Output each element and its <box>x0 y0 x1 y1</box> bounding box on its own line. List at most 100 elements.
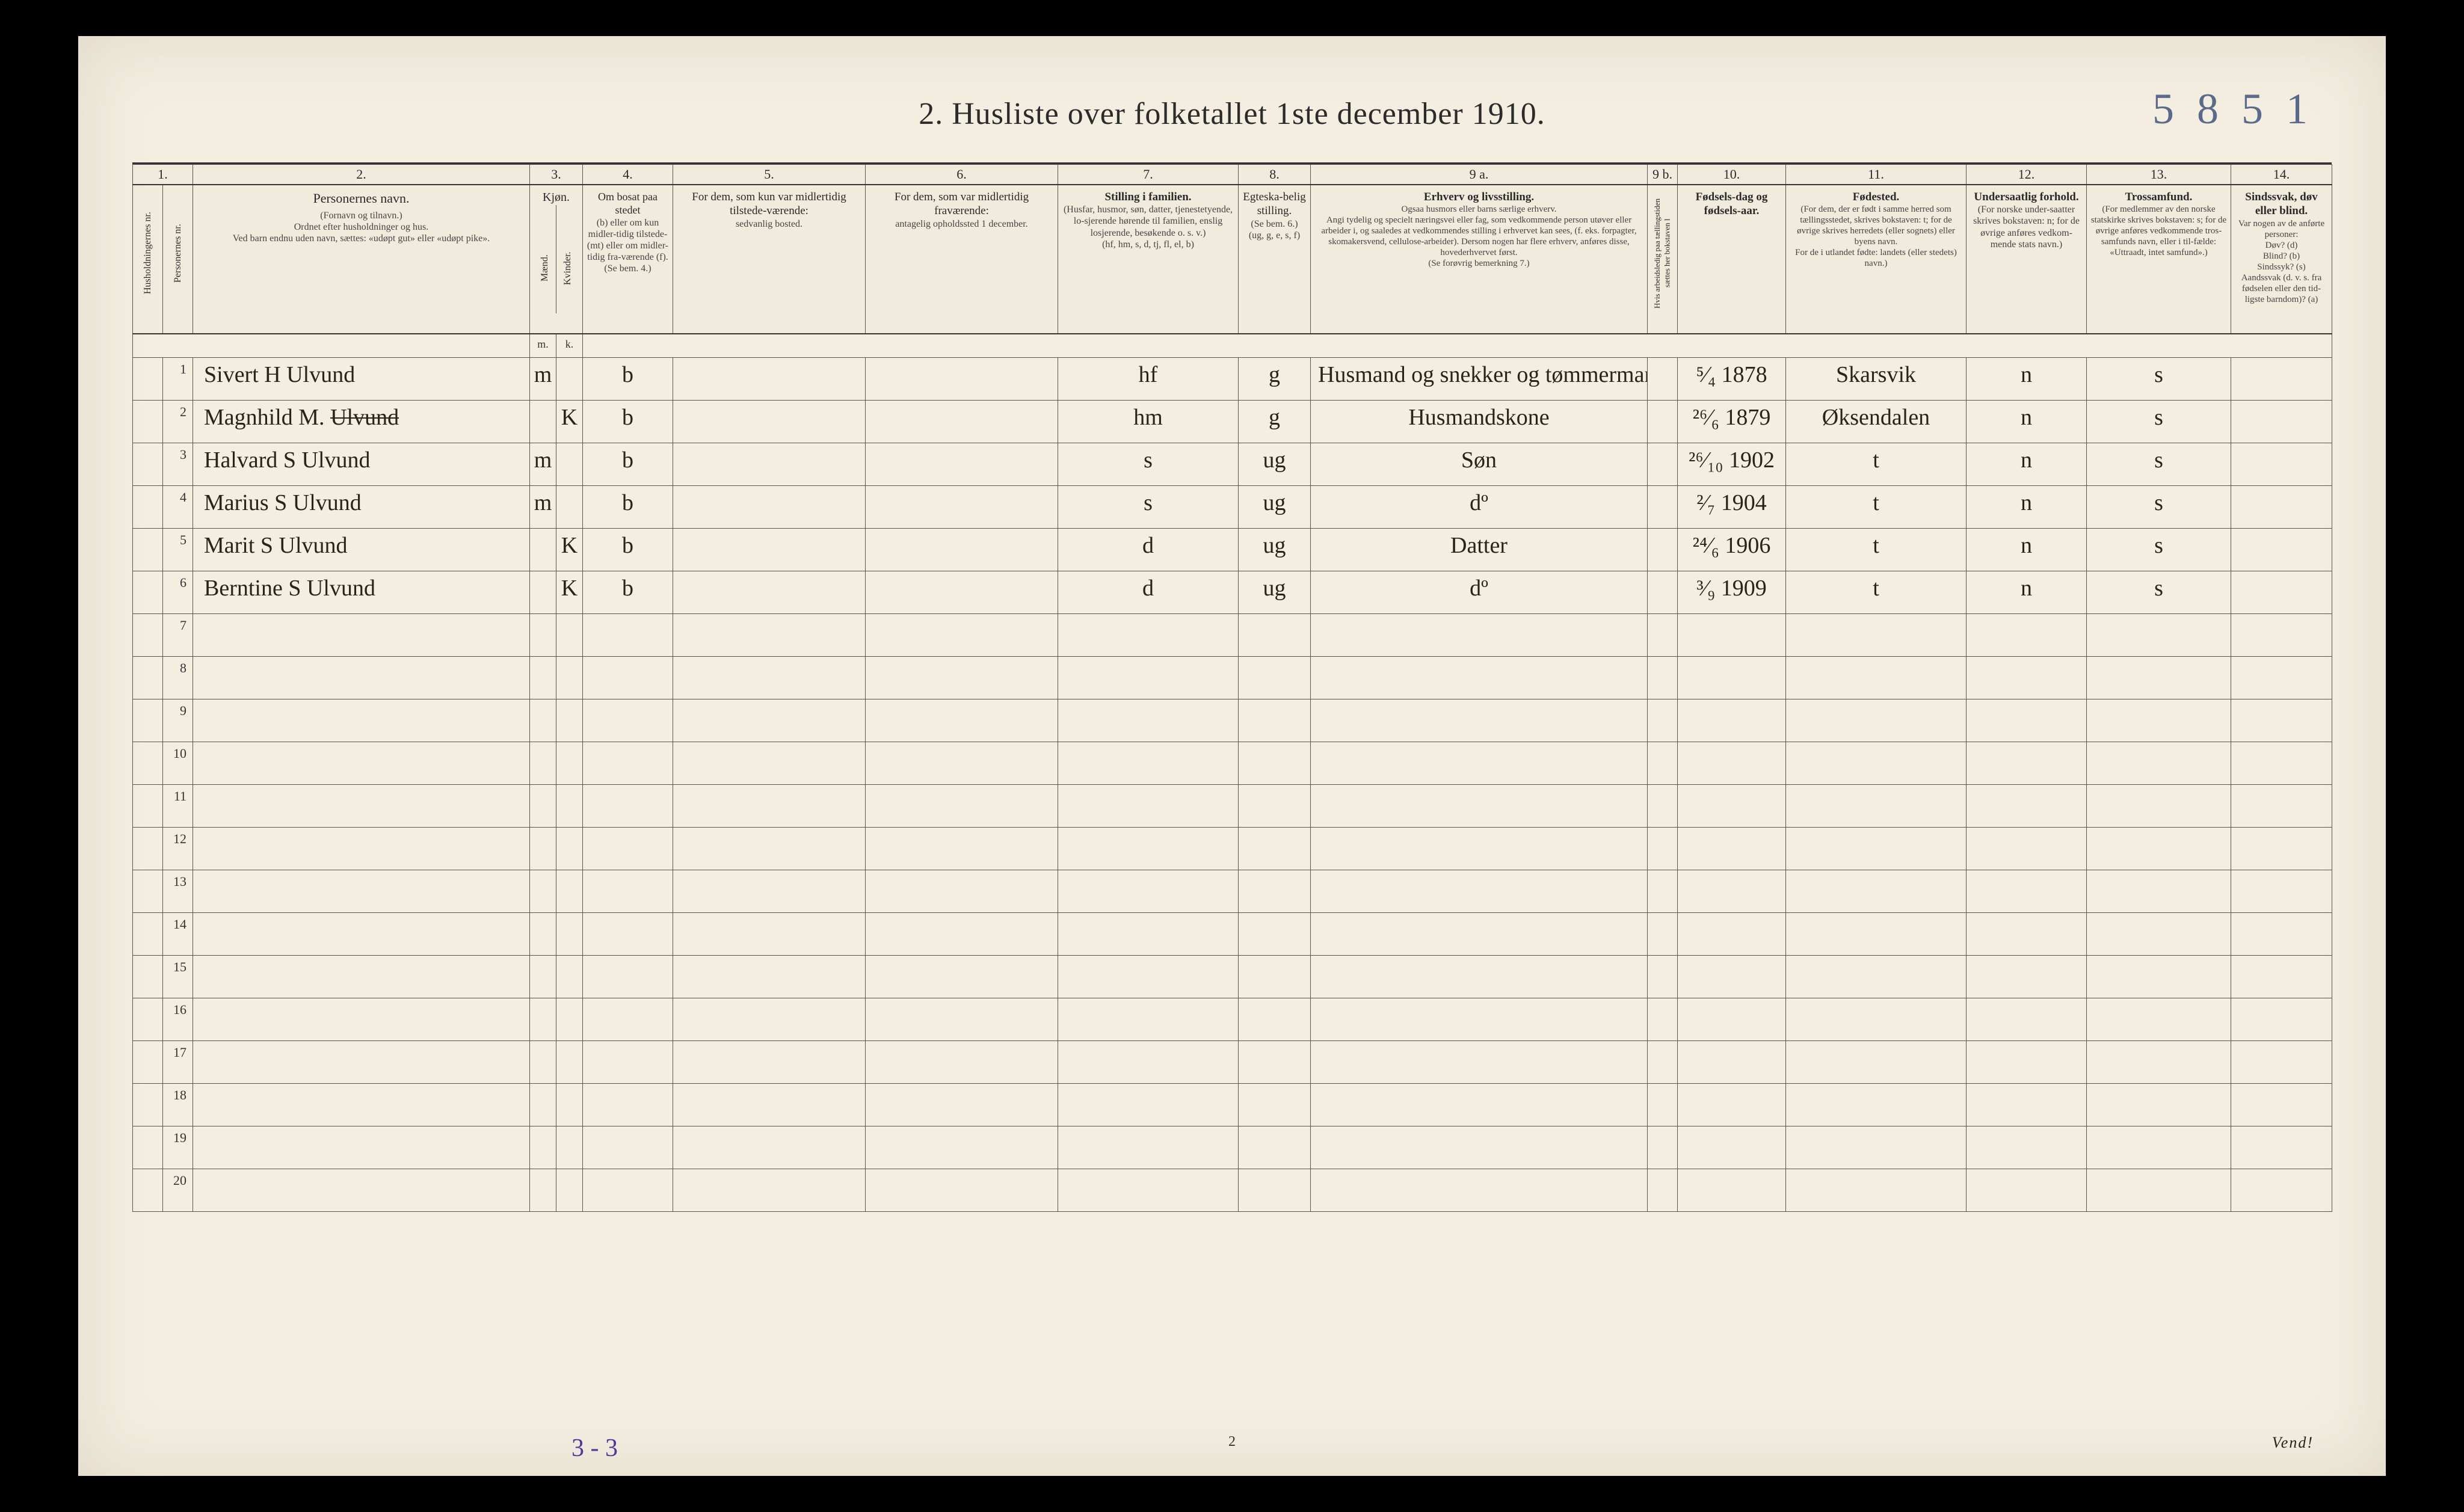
cell: Marit S Ulvund <box>193 528 530 571</box>
cell <box>1239 784 1311 827</box>
cell <box>583 742 673 784</box>
cell <box>1967 699 2087 742</box>
cell <box>1678 912 1786 955</box>
colnum-12: 12. <box>1967 165 2087 185</box>
cell <box>2231 1126 2332 1169</box>
cell <box>583 699 673 742</box>
cell: b <box>583 400 673 443</box>
cell <box>556 443 583 485</box>
cell: t <box>1786 528 1967 571</box>
table-row: 9 <box>133 699 2332 742</box>
cell <box>1058 784 1239 827</box>
cell <box>673 400 866 443</box>
cell: ⁵⁄₄ 1878 <box>1678 357 1786 400</box>
cell: n <box>1967 571 2087 613</box>
cell <box>530 1126 556 1169</box>
cell <box>1058 656 1239 699</box>
cell <box>556 1083 583 1126</box>
table-row: 18 <box>133 1083 2332 1126</box>
cell: 9 <box>163 699 193 742</box>
cell <box>530 1169 556 1211</box>
cell <box>866 742 1058 784</box>
cell <box>673 443 866 485</box>
cell <box>2087 1126 2231 1169</box>
cell: Halvard S Ulvund <box>193 443 530 485</box>
cell <box>866 656 1058 699</box>
cell <box>2087 955 2231 998</box>
cell: 20 <box>163 1169 193 1211</box>
cell: dº <box>1311 571 1648 613</box>
cell <box>530 912 556 955</box>
cell <box>133 613 163 656</box>
cell <box>133 1083 163 1126</box>
head-col6: For dem, som var midlertidig fraværende:… <box>866 185 1058 334</box>
cell: 8 <box>163 656 193 699</box>
cell <box>1786 784 1967 827</box>
column-header-row: Husholdningernes nr. Personernes nr. Per… <box>133 185 2332 334</box>
cell <box>1967 613 2087 656</box>
cell: 17 <box>163 1040 193 1083</box>
cell <box>1058 870 1239 912</box>
cell <box>530 571 556 613</box>
cell <box>1967 955 2087 998</box>
cell: 3 <box>163 443 193 485</box>
cell <box>1058 613 1239 656</box>
cell <box>2087 656 2231 699</box>
cell <box>1967 1169 2087 1211</box>
head-nationality: Undersaatlig forhold. (For norske under-… <box>1967 185 2087 334</box>
cell <box>1311 656 1648 699</box>
cell: m <box>530 357 556 400</box>
cell <box>133 870 163 912</box>
cell <box>133 656 163 699</box>
head-religion: Trossamfund. (For medlemmer av den norsk… <box>2087 185 2231 334</box>
table-row: 5Marit S UlvundKbdugDatter²⁴⁄₆ 1906tns <box>133 528 2332 571</box>
cell: ²⁶⁄₆ 1879 <box>1678 400 1786 443</box>
cell <box>133 1169 163 1211</box>
cell: dº <box>1311 485 1648 528</box>
cell: ug <box>1239 528 1311 571</box>
cell: Søn <box>1311 443 1648 485</box>
cell <box>2231 699 2332 742</box>
cell <box>673 827 866 870</box>
cell <box>673 742 866 784</box>
cell <box>133 955 163 998</box>
colnum-10: 10. <box>1678 165 1786 185</box>
cell <box>866 912 1058 955</box>
cell <box>2231 528 2332 571</box>
cell: s <box>1058 485 1239 528</box>
cell <box>1678 998 1786 1040</box>
cell <box>583 912 673 955</box>
turn-over-label: Vend! <box>2272 1434 2314 1452</box>
colnum-11: 11. <box>1786 165 1967 185</box>
cell <box>1311 1169 1648 1211</box>
cell <box>1678 955 1786 998</box>
cell <box>1967 912 2087 955</box>
head-bosat: Om bosat paa stedet (b) eller om kun mid… <box>583 185 673 334</box>
table-row: 7 <box>133 613 2332 656</box>
mk-subrow: m. k. <box>133 334 2332 358</box>
cell: ²⁄₇ 1904 <box>1678 485 1786 528</box>
cell <box>2231 443 2332 485</box>
table-row: 4Marius S Ulvundmbsugdº²⁄₇ 1904tns <box>133 485 2332 528</box>
table-row: 6Berntine S UlvundKbdugdº³⁄₉ 1909tns <box>133 571 2332 613</box>
cell: Husmand og snekker og tømmermandx 4. <box>1311 357 1648 400</box>
head-occupation: Erhverv og livsstilling. Ogsaa husmors e… <box>1311 185 1648 334</box>
column-number-row: 1. 2. 3. 4. 5. 6. 7. 8. 9 a. 9 b. 10. 11… <box>133 165 2332 185</box>
cell <box>133 528 163 571</box>
cell <box>2231 827 2332 870</box>
cell <box>530 400 556 443</box>
cell <box>193 827 530 870</box>
cell: 18 <box>163 1083 193 1126</box>
cell: t <box>1786 571 1967 613</box>
head-person-nr: Personernes nr. <box>163 185 193 334</box>
cell <box>2231 955 2332 998</box>
cell <box>556 912 583 955</box>
cell <box>1239 1083 1311 1126</box>
cell <box>1967 742 2087 784</box>
cell <box>556 357 583 400</box>
cell <box>673 784 866 827</box>
cell <box>1058 1083 1239 1126</box>
cell <box>866 1083 1058 1126</box>
cell <box>866 699 1058 742</box>
cell <box>2087 912 2231 955</box>
